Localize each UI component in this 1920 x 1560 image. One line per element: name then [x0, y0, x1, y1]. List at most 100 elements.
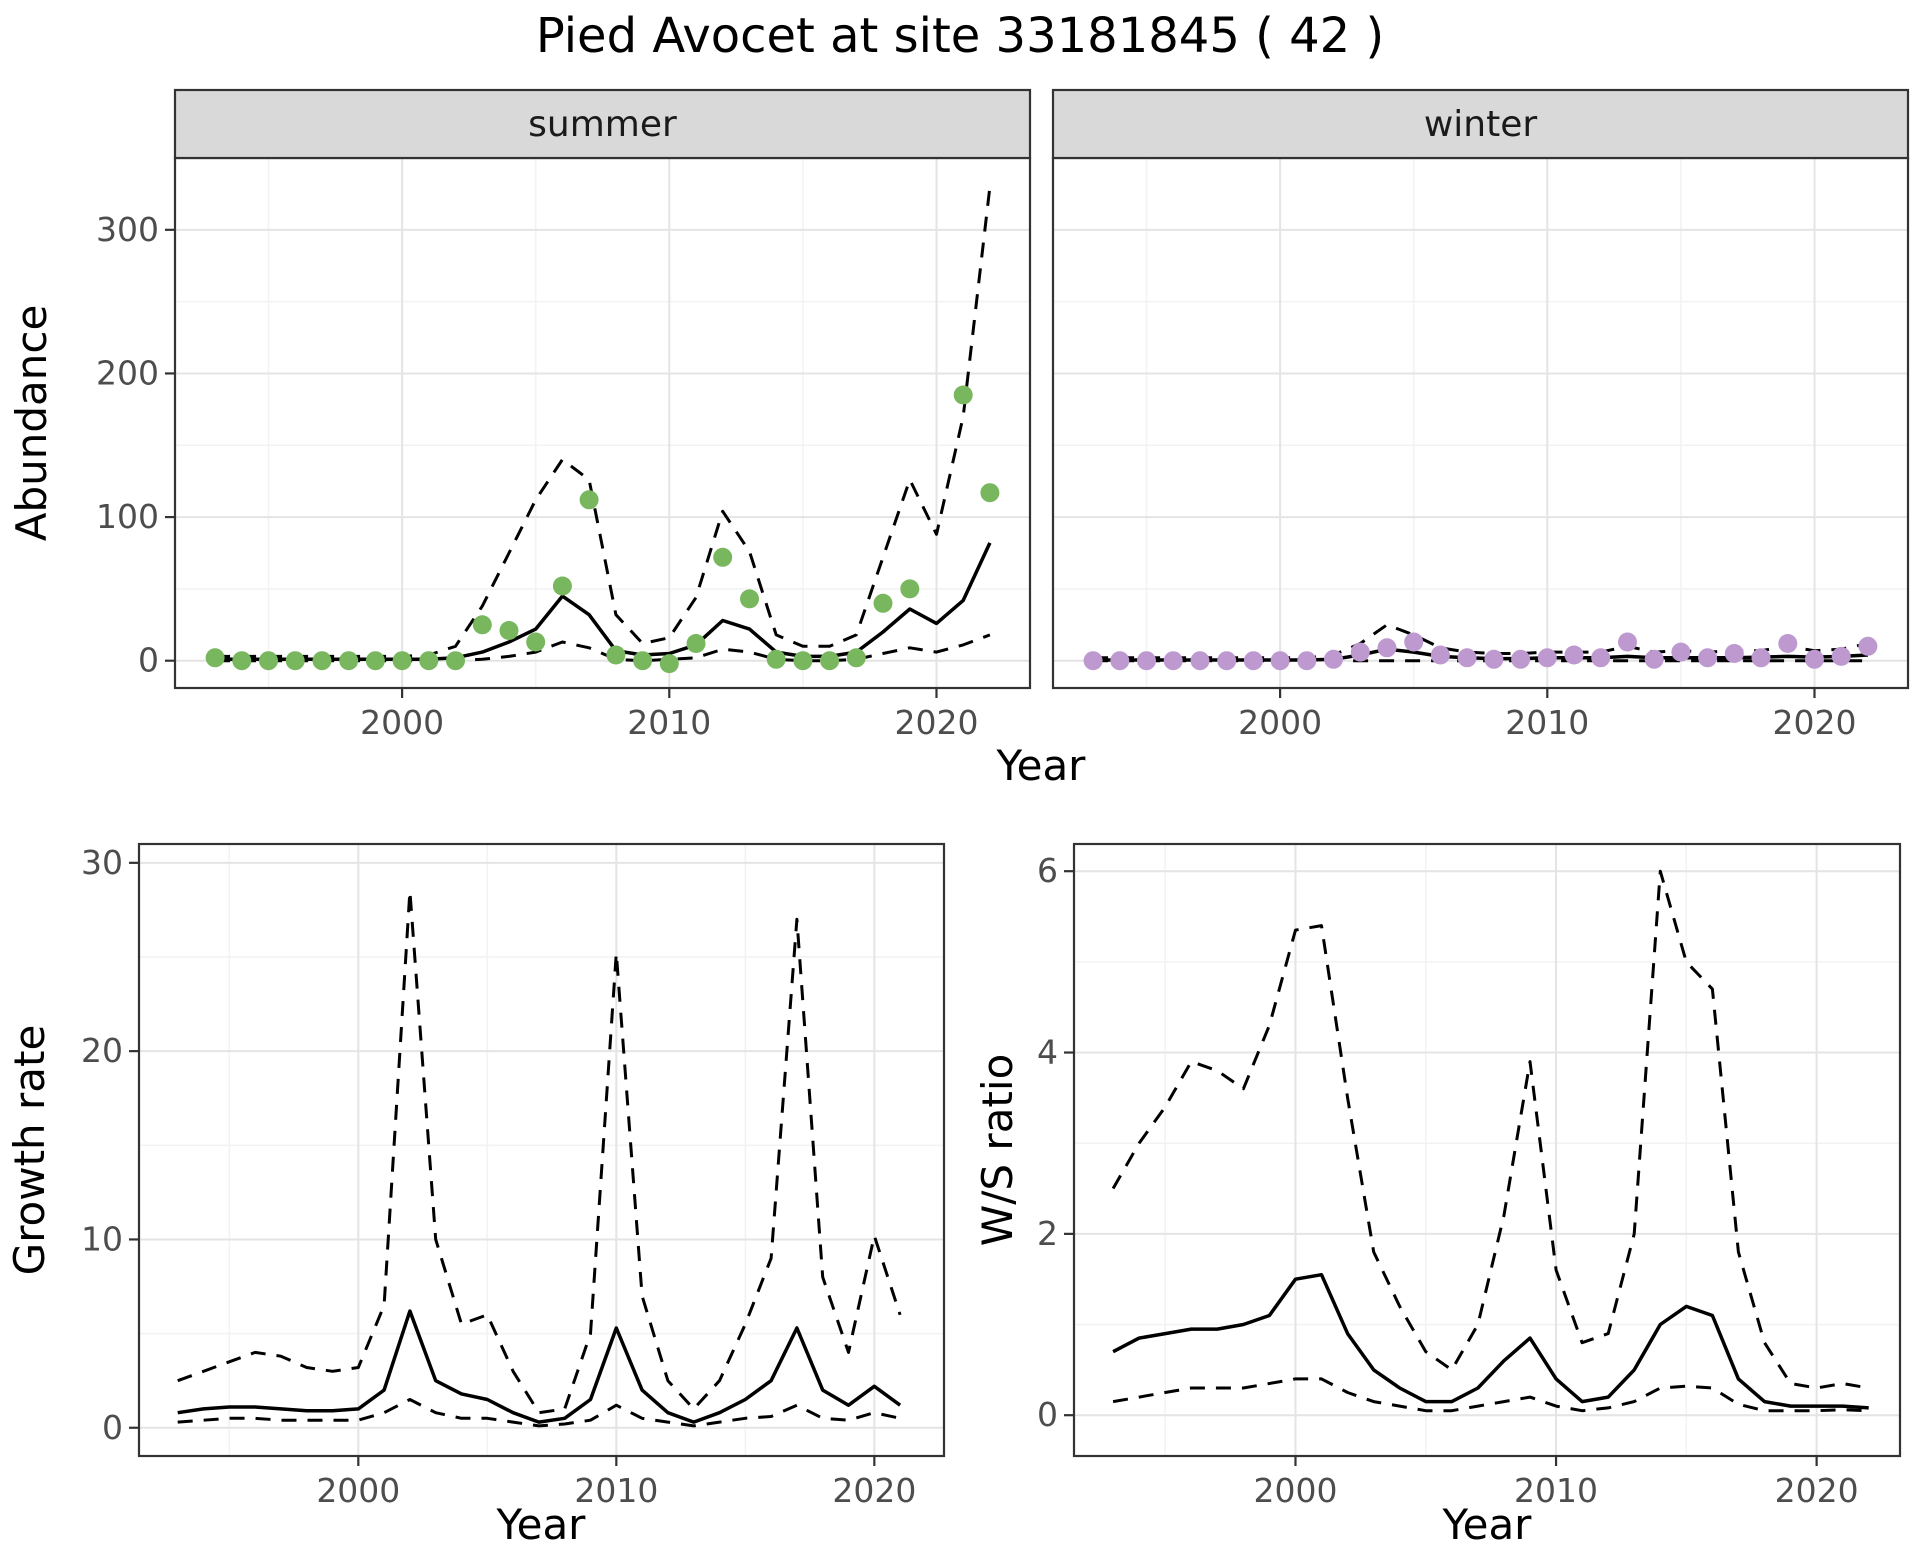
data-point — [339, 651, 359, 671]
y-tick-label: 4 — [1037, 1033, 1058, 1072]
panel-background — [139, 844, 944, 1456]
y-tick-label: 200 — [96, 353, 159, 392]
y-tick-label: 30 — [81, 843, 123, 882]
x-tick-label: 2020 — [832, 1471, 916, 1510]
x-axis-title: Year — [1442, 1500, 1533, 1549]
confidence-line — [215, 186, 992, 658]
y-tick-label: 0 — [1037, 1395, 1058, 1434]
x-tick-label: 2010 — [1514, 1471, 1598, 1510]
data-point — [686, 634, 706, 653]
y-tick-label: 100 — [96, 497, 159, 536]
data-point — [365, 651, 385, 671]
fit-line — [1112, 1272, 1869, 1410]
facet-strip-label: winter — [1424, 104, 1538, 145]
data-point — [419, 651, 439, 671]
fit-line — [177, 1309, 902, 1424]
x-tick-label: 2000 — [1253, 1471, 1337, 1510]
y-axis-title: Abundance — [7, 305, 56, 542]
y-tick-label: 300 — [96, 210, 159, 249]
data-point — [1698, 648, 1718, 668]
facet-strip-label: summer — [528, 104, 677, 145]
x-axis-title: Year — [496, 1500, 587, 1549]
x-tick-label: 2010 — [627, 703, 711, 742]
confidence-line — [177, 1398, 901, 1428]
panel-border — [1072, 842, 1902, 1458]
data-point — [1083, 651, 1103, 671]
x-tick-label: 2000 — [1238, 703, 1322, 742]
panel-background — [1074, 844, 1900, 1456]
data-point — [1404, 632, 1424, 652]
data-point — [1858, 636, 1878, 656]
data-point — [232, 651, 252, 671]
data-point — [659, 654, 679, 674]
data-point — [1110, 651, 1130, 671]
chart-abundance-summer: 2000 2010 2020 0 100 200 300 summer Year Abundanc… — [7, 88, 1087, 790]
data-point — [1163, 651, 1183, 671]
data-point — [1618, 632, 1637, 652]
data-point — [446, 651, 465, 671]
data-point — [1831, 646, 1851, 666]
data-point — [1243, 651, 1263, 671]
x-tick-label: 2000 — [316, 1471, 400, 1510]
y-tick-label: 0 — [102, 1408, 123, 1447]
data-point — [1591, 648, 1611, 668]
data-point — [392, 651, 412, 671]
panel-border — [137, 842, 946, 1458]
data-point — [1484, 649, 1504, 669]
data-point — [1457, 648, 1477, 668]
data-point — [1270, 651, 1290, 671]
data-point — [579, 490, 599, 510]
y-axis-title: Growth rate — [5, 1025, 54, 1276]
data-point — [552, 576, 572, 596]
data-point — [766, 649, 786, 669]
facet-strip — [173, 88, 1032, 160]
data-point — [606, 645, 626, 665]
data-point — [1350, 642, 1370, 662]
data-point — [1297, 651, 1317, 671]
data-point — [1511, 649, 1531, 669]
panel-background — [175, 158, 1030, 688]
x-tick-label: 2020 — [1775, 1471, 1859, 1510]
data-point — [740, 589, 759, 609]
data-point — [1324, 649, 1343, 669]
data-point — [312, 651, 332, 671]
data-point — [1137, 651, 1156, 671]
x-tick-label: 2010 — [1505, 703, 1589, 742]
data-point — [1217, 651, 1237, 671]
data-point — [713, 547, 733, 567]
x-tick-label: 2010 — [574, 1471, 658, 1510]
data-point — [285, 651, 305, 671]
data-point — [1537, 648, 1557, 668]
data-point — [873, 593, 893, 613]
data-point — [499, 621, 519, 640]
data-point — [1724, 644, 1744, 663]
data-point — [526, 632, 546, 652]
x-tick-label: 2020 — [1772, 703, 1856, 742]
data-point — [900, 579, 920, 599]
chart-abundance-winter: 2000 2010 2020 winter — [1051, 88, 1910, 742]
y-tick-label: 10 — [81, 1219, 123, 1258]
data-point — [1564, 645, 1584, 665]
data-point — [472, 615, 492, 635]
data-point — [953, 385, 973, 405]
x-tick-label: 2000 — [360, 703, 444, 742]
y-tick-label: 0 — [138, 641, 159, 680]
data-point — [633, 651, 653, 671]
data-point — [1751, 648, 1771, 668]
data-point — [1671, 642, 1691, 662]
y-tick-label: 6 — [1037, 851, 1058, 890]
chart-ws-ratio: 2000 2010 2020 0 2 4 6 Year W/S ratio — [973, 842, 1902, 1549]
data-point — [793, 651, 813, 671]
panel-background — [1053, 158, 1908, 688]
data-point — [259, 651, 278, 671]
data-point — [1430, 645, 1450, 665]
chart-growth-rate: 2000 2010 2020 0 10 20 30 Year Growth rate — [5, 842, 946, 1549]
data-point — [980, 483, 1000, 503]
y-tick-label: 20 — [81, 1031, 123, 1070]
data-point — [846, 648, 866, 668]
data-point — [1644, 649, 1664, 669]
chart-title: Pied Avocet at site 33181845 ( 42 ) — [535, 8, 1385, 64]
x-axis-title: Year — [996, 741, 1087, 790]
data-point — [1377, 638, 1397, 658]
